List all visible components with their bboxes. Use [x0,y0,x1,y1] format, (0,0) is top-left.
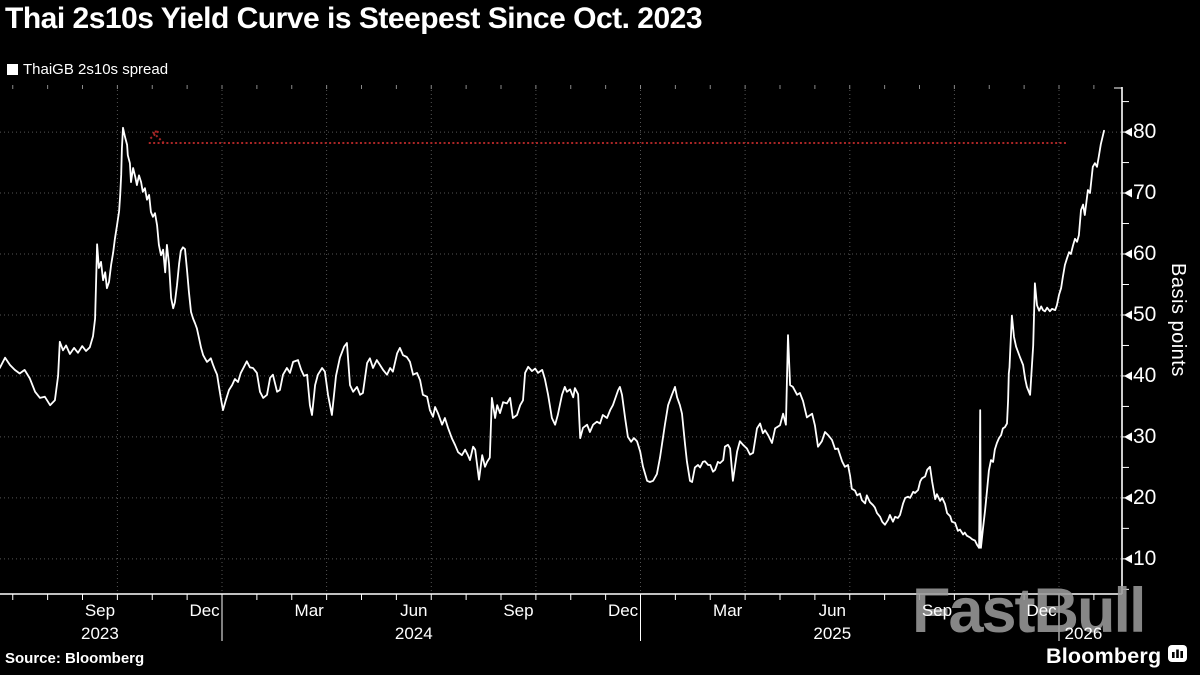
legend: ThaiGB 2s10s spread [7,61,168,78]
y-tick-label: 60 [1133,242,1157,265]
y-tick-label: 30 [1133,424,1157,448]
x-month-label: Dec [1026,601,1057,620]
fastbull-watermark: FastBull [912,576,1147,646]
x-year-label: 2025 [813,624,852,643]
y-tick-label: 40 [1133,363,1157,387]
x-month-label: Mar [294,601,324,620]
bloomberg-bars-icon [1168,645,1188,668]
x-month-label: Jun [400,601,428,620]
x-month-label: Dec [189,601,220,620]
x-month-label: Jun [818,601,847,620]
chart-title: Thai 2s10s Yield Curve is Steepest Since… [5,2,703,35]
legend-label: ThaiGB 2s10s spread [23,61,169,78]
y-tick-label: 20 [1133,485,1157,509]
x-month-label: Mar [713,601,743,620]
y-axis-title: Basis points [1167,263,1189,377]
x-month-label: Sep [84,601,116,620]
legend-swatch-icon [7,64,18,75]
bloomberg-wordmark: Bloomberg [1046,644,1162,668]
y-tick-label: 50 [1133,302,1157,326]
bloomberg-branding: Bloomberg [1046,644,1188,669]
x-year-label: 2023 [81,624,119,643]
x-month-label: Sep [503,601,534,620]
y-tick-label: 80 [1133,120,1157,144]
x-year-label: 2026 [1064,624,1103,643]
y-tick-label: 10 [1133,546,1157,570]
y-tick-label: 70 [1133,181,1157,205]
x-year-label: 2024 [394,624,433,643]
source-credit: Source: Bloomberg [5,650,145,667]
x-month-label: Sep [921,601,953,620]
x-month-label: Dec [607,601,639,620]
